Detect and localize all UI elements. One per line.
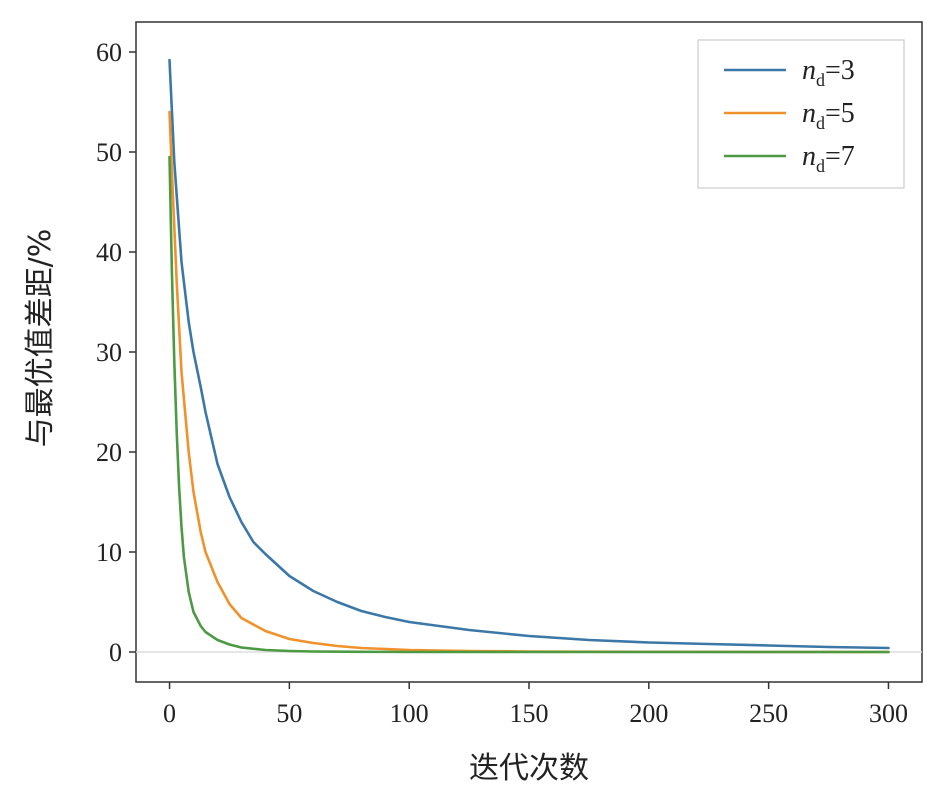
y-axis-title: 与最优值差距/% bbox=[23, 229, 58, 448]
x-tick-label: 0 bbox=[163, 699, 176, 728]
y-tick-label: 10 bbox=[96, 538, 122, 567]
x-tick-label: 250 bbox=[749, 699, 788, 728]
axes: 0 50 100 150 200 250 300 0 10 20 30 40 50 60 bbox=[96, 38, 908, 728]
legend-label-1: nd=3 bbox=[802, 55, 855, 90]
legend-label-subscript: d bbox=[816, 70, 825, 90]
legend-label-suffix: =3 bbox=[825, 55, 855, 86]
series-line-1 bbox=[168, 58, 890, 650]
series-group bbox=[168, 58, 890, 654]
x-tick-label: 300 bbox=[869, 699, 908, 728]
legend-label-subscript: d bbox=[816, 156, 825, 176]
legend-label-2: nd=5 bbox=[802, 98, 855, 133]
legend-label-suffix: =7 bbox=[825, 141, 855, 172]
y-tick-label: 20 bbox=[96, 438, 122, 467]
legend-label-main: n bbox=[802, 55, 816, 86]
x-tick-label: 200 bbox=[629, 699, 668, 728]
y-tick-label: 0 bbox=[109, 638, 122, 667]
y-tick-label: 30 bbox=[96, 338, 122, 367]
x-axis-title: 迭代次数 bbox=[469, 751, 589, 786]
legend-label-subscript: d bbox=[816, 113, 825, 133]
x-tick-label: 150 bbox=[510, 699, 549, 728]
y-tick-label: 60 bbox=[96, 38, 122, 67]
legend-label-3: nd=7 bbox=[802, 141, 855, 176]
y-tick-label: 50 bbox=[96, 138, 122, 167]
x-tick-label: 50 bbox=[276, 699, 302, 728]
legend-label-main: n bbox=[802, 141, 816, 172]
y-tick-label: 40 bbox=[96, 238, 122, 267]
legend-label-main: n bbox=[802, 98, 816, 129]
legend: nd=3nd=5nd=7 bbox=[697, 39, 905, 189]
series-line-3 bbox=[168, 155, 890, 654]
x-tick-label: 100 bbox=[390, 699, 429, 728]
legend-label-suffix: =5 bbox=[825, 98, 855, 129]
